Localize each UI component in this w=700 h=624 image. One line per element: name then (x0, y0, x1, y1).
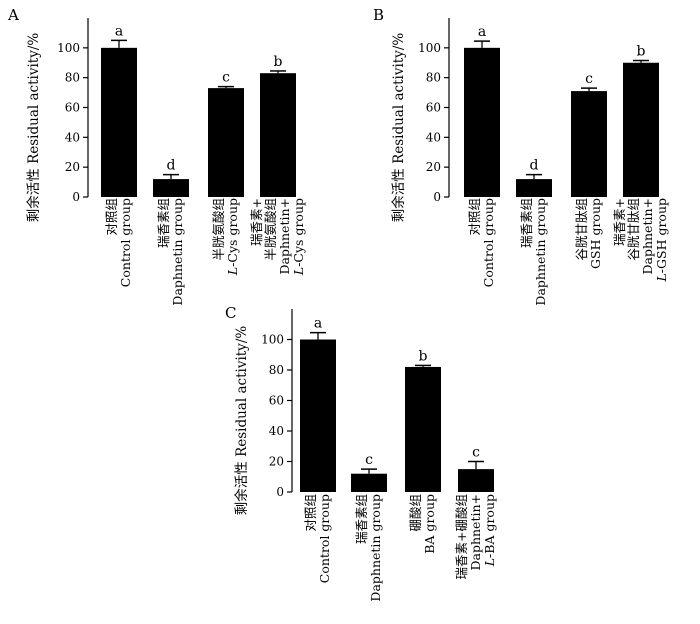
category-label: BA group (422, 494, 437, 554)
category-label: 瑞香素+ (612, 198, 627, 246)
significance-letter: a (115, 23, 123, 39)
bar (458, 469, 494, 492)
bar (260, 73, 296, 197)
category-label: 谷胱甘肽组 (574, 198, 589, 261)
y-tick-label: 60 (269, 394, 284, 408)
y-tick-label: 100 (261, 333, 284, 347)
category-label: 半胱氨酸组 (263, 198, 278, 261)
category-label: 瑞香素+硼酸组 (454, 494, 469, 579)
category-label: 对照组 (104, 198, 119, 236)
category-label: 硼酸组 (408, 494, 423, 532)
y-tick-label: 100 (418, 41, 441, 55)
category-label: Daphnetin+ (468, 494, 483, 571)
panel-letter: C (225, 304, 236, 322)
significance-letter: c (585, 71, 593, 87)
bar (208, 88, 244, 197)
y-tick-label: 80 (426, 71, 441, 85)
category-label: Control group (481, 198, 496, 287)
y-tick-label: 100 (57, 41, 80, 55)
significance-letter: b (419, 348, 428, 364)
category-label: 谷胱甘肽组 (626, 198, 641, 261)
y-tick-label: 20 (65, 160, 80, 174)
y-axis-label: 剩余活性 Residual activity/% (25, 33, 42, 223)
bar (623, 62, 659, 197)
chart-panel-c: C 0 20 40 60 80 100 剩余活性 Residual activity/% a 对照… (225, 304, 497, 602)
bar (300, 339, 336, 492)
y-tick-label: 80 (269, 363, 284, 377)
bar (351, 473, 387, 492)
y-tick-label: 40 (269, 424, 284, 438)
significance-letter: b (637, 44, 646, 60)
y-tick-label: 40 (65, 130, 80, 144)
y-tick-label: 60 (426, 101, 441, 115)
panel-letter: B (373, 6, 384, 24)
y-tick-label: 20 (269, 455, 284, 469)
category-label: Daphnetin+ (640, 198, 655, 275)
significance-letter: b (274, 54, 283, 70)
bar (571, 91, 607, 197)
significance-letter: c (365, 452, 373, 468)
y-axis-label: 剩余活性 Residual activity/% (233, 326, 250, 516)
y-tick-label: 0 (433, 190, 441, 204)
panel-letter: A (7, 6, 19, 24)
category-label: 瑞香素组 (354, 494, 369, 544)
category-label: 瑞香素组 (519, 198, 534, 248)
y-tick-label: 0 (72, 190, 80, 204)
category-label: 瑞香素组 (156, 198, 171, 248)
y-tick-label: 20 (426, 160, 441, 174)
category-label: 瑞香素+ (249, 198, 264, 246)
significance-letter: c (472, 445, 480, 461)
category-label: Daphnetin+ (277, 198, 292, 275)
category-label: Daphnetin group (170, 198, 185, 306)
significance-letter: c (222, 70, 230, 86)
category-label: 对照组 (467, 198, 482, 236)
significance-letter: a (478, 24, 486, 40)
bar (405, 366, 441, 492)
y-axis-label: 剩余活性 Residual activity/% (390, 33, 407, 223)
y-tick-label: 80 (65, 71, 80, 85)
chart-panel-a: A 0 20 40 60 80 100 剩余活性 Residual activity/% a 对照… (7, 6, 306, 306)
y-tick-label: 0 (276, 485, 284, 499)
category-label: 半胱氨酸组 (211, 198, 226, 261)
chart-panel-b: B 0 20 40 60 80 100 剩余活性 Residual activity/% a 对照… (373, 6, 669, 306)
category-label: L-GSH group (654, 198, 669, 283)
category-label: 对照组 (303, 494, 318, 532)
y-tick-label: 60 (65, 101, 80, 115)
significance-letter: d (167, 158, 176, 174)
category-label: L-Cys group (291, 198, 306, 276)
category-label: L-Cys group (225, 198, 240, 276)
category-label: Control group (118, 198, 133, 287)
significance-letter: a (314, 316, 322, 332)
bar (516, 179, 552, 197)
y-tick-label: 40 (426, 130, 441, 144)
bar (101, 47, 137, 198)
category-label: Daphnetin group (533, 198, 548, 306)
bar (464, 47, 500, 198)
category-label: GSH group (588, 198, 603, 269)
category-label: Daphnetin group (368, 494, 383, 602)
bar (153, 179, 189, 197)
significance-letter: d (530, 158, 539, 174)
category-label: Control group (317, 494, 332, 583)
category-label: L-BA group (482, 494, 497, 567)
